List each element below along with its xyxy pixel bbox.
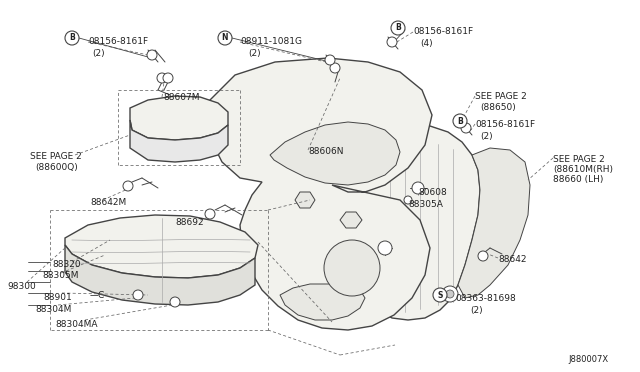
Text: 88692: 88692	[175, 218, 204, 227]
Polygon shape	[340, 212, 362, 228]
Text: N: N	[221, 33, 228, 42]
Text: 88606N: 88606N	[308, 147, 344, 156]
Text: 08156-8161F: 08156-8161F	[475, 120, 535, 129]
Circle shape	[325, 55, 335, 65]
Text: 80608: 80608	[418, 188, 447, 197]
Polygon shape	[458, 148, 530, 298]
Text: 88305M: 88305M	[42, 271, 79, 280]
Text: J880007X: J880007X	[568, 355, 608, 364]
Text: S: S	[437, 291, 443, 299]
Text: 88320: 88320	[52, 260, 81, 269]
Circle shape	[446, 290, 454, 298]
Text: 08911-1081G: 08911-1081G	[240, 37, 302, 46]
Text: 08156-8161F: 08156-8161F	[88, 37, 148, 46]
Circle shape	[453, 114, 467, 128]
Circle shape	[147, 50, 157, 60]
Text: B: B	[457, 116, 463, 125]
Text: B: B	[69, 33, 75, 42]
Polygon shape	[130, 96, 228, 140]
Text: (2): (2)	[248, 49, 260, 58]
Text: (88600Q): (88600Q)	[35, 163, 77, 172]
Text: (88610M(RH): (88610M(RH)	[553, 165, 613, 174]
Text: SEE PAGE 2: SEE PAGE 2	[553, 155, 605, 164]
Polygon shape	[345, 125, 480, 320]
Text: 88901: 88901	[43, 293, 72, 302]
Circle shape	[404, 196, 412, 204]
Text: SEE PAGE 2: SEE PAGE 2	[30, 152, 82, 161]
Text: 88642M: 88642M	[90, 198, 126, 207]
Text: 88304MA: 88304MA	[55, 320, 97, 329]
Circle shape	[324, 240, 380, 296]
Text: 88304M: 88304M	[35, 305, 72, 314]
Circle shape	[461, 123, 471, 133]
Polygon shape	[270, 122, 400, 185]
Text: 88642: 88642	[498, 255, 527, 264]
Text: SEE PAGE 2: SEE PAGE 2	[475, 92, 527, 101]
Circle shape	[133, 290, 143, 300]
Circle shape	[442, 286, 458, 302]
Text: 08363-81698: 08363-81698	[455, 294, 516, 303]
Polygon shape	[65, 245, 255, 305]
Text: (2): (2)	[470, 306, 483, 315]
Circle shape	[65, 31, 79, 45]
Circle shape	[218, 31, 232, 45]
Text: 08156-8161F: 08156-8161F	[413, 27, 473, 36]
Polygon shape	[65, 215, 258, 278]
Text: (88650): (88650)	[480, 103, 516, 112]
Polygon shape	[208, 58, 432, 330]
Text: (2): (2)	[92, 49, 104, 58]
Text: —C: —C	[90, 291, 105, 300]
Circle shape	[205, 209, 215, 219]
Polygon shape	[280, 284, 365, 320]
Text: (4): (4)	[420, 39, 433, 48]
Text: 88660 (LH): 88660 (LH)	[553, 175, 604, 184]
Circle shape	[123, 181, 133, 191]
Text: 88305A: 88305A	[408, 200, 443, 209]
Circle shape	[157, 73, 167, 83]
Circle shape	[378, 241, 392, 255]
Text: B: B	[395, 23, 401, 32]
Circle shape	[170, 297, 180, 307]
Circle shape	[387, 37, 397, 47]
Circle shape	[163, 73, 173, 83]
Polygon shape	[130, 120, 228, 162]
Circle shape	[412, 182, 424, 194]
Circle shape	[478, 251, 488, 261]
Text: (2): (2)	[480, 132, 493, 141]
Polygon shape	[295, 192, 315, 208]
Circle shape	[433, 288, 447, 302]
Text: 98300: 98300	[7, 282, 36, 291]
Text: 88607M: 88607M	[163, 93, 200, 102]
Circle shape	[330, 63, 340, 73]
Circle shape	[391, 21, 405, 35]
